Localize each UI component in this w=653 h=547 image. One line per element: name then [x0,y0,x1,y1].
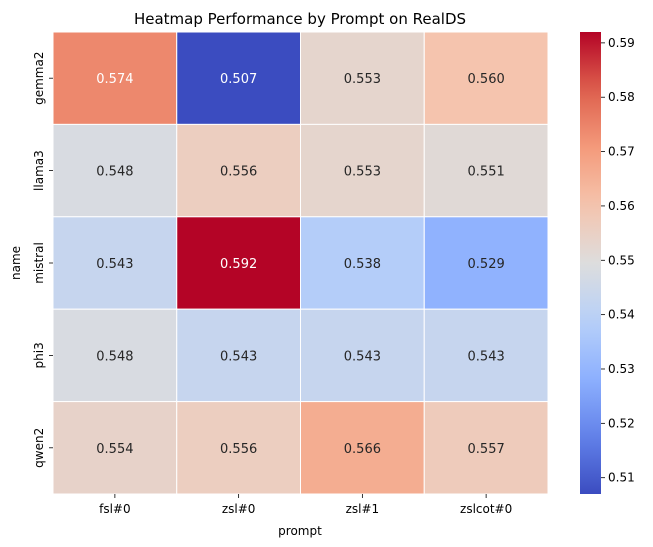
heatmap-cells [52,31,549,495]
chart-title: Heatmap Performance by Prompt on RealDS [134,10,466,28]
cell-value-label: 0.556 [220,165,257,180]
x-axis-label: prompt [278,524,322,538]
heatmap-cell [176,401,301,495]
colorbar-tick-label: 0.59 [608,36,635,50]
heatmap-cell [423,123,549,218]
cell-value-label: 0.592 [220,257,257,272]
heatmap-cell [176,308,301,403]
heatmap-cell [300,308,425,403]
cell-value-label: 0.543 [468,349,505,364]
y-tick-label: qwen2 [32,428,46,468]
colorbar-tick-label: 0.57 [608,145,635,159]
colorbar-tick-label: 0.55 [608,253,635,267]
colorbar [580,32,601,494]
cell-value-label: 0.556 [220,442,257,457]
heatmap-cell [176,216,301,310]
cell-value-label: 0.553 [344,165,381,180]
heatmap-cell [52,308,178,403]
heatmap-cell [423,31,549,125]
colorbar-tick-label: 0.58 [608,90,635,104]
cell-value-label: 0.557 [468,442,505,457]
heatmap-cell [176,31,301,125]
cell-value-label: 0.538 [344,257,381,272]
x-tick-label: zslcot#0 [460,502,512,516]
x-axis-ticks: fsl#0 zsl#0 zsl#1 zslcot#0 [99,494,512,516]
x-tick-label: zsl#0 [222,502,256,516]
cell-value-label: 0.551 [468,165,505,180]
heatmap-cell [176,123,301,218]
y-tick-label: gemma2 [32,52,46,105]
colorbar-tick-label: 0.56 [608,199,635,213]
cell-value-label: 0.543 [96,257,133,272]
cell-value-label: 0.574 [96,72,133,87]
y-tick-label: mistral [32,242,46,284]
y-tick-label: phi3 [32,342,46,368]
cell-value-label: 0.543 [220,349,257,364]
colorbar-ticks: 0.51 0.52 0.53 0.54 0.55 0.56 0.57 0.58 0.59 [601,36,635,485]
y-tick-label: llama3 [32,150,46,191]
cell-value-label: 0.548 [96,349,133,364]
x-tick-label: fsl#0 [99,502,131,516]
colorbar-tick-label: 0.51 [608,471,635,485]
heatmap-cell [300,31,425,125]
colorbar-tick-label: 0.54 [608,308,635,322]
cell-value-label: 0.548 [96,165,133,180]
heatmap-cell [52,401,178,495]
heatmap-cell [423,216,549,310]
cell-value-label: 0.554 [96,442,133,457]
heatmap-cell [300,401,425,495]
colorbar-tick-label: 0.52 [608,416,635,430]
heatmap-cell-labels: 0.574 0.507 0.553 0.560 0.548 0.556 0.553 0.551… [96,72,504,457]
cell-value-label: 0.543 [344,349,381,364]
cell-value-label: 0.529 [468,257,505,272]
cell-value-label: 0.560 [468,72,505,87]
y-axis-ticks: gemma2 llama3 mistral phi3 qwen2 [32,52,53,468]
heatmap-cell [52,123,178,218]
cell-value-label: 0.507 [220,72,257,87]
colorbar-tick-label: 0.53 [608,362,635,376]
y-axis-label: name [9,246,23,280]
heatmap-cell [423,308,549,403]
cell-value-label: 0.566 [344,442,381,457]
cell-value-label: 0.553 [344,72,381,87]
x-tick-label: zsl#1 [346,502,380,516]
heatmap-cell [423,401,549,495]
heatmap-cell [52,31,178,125]
